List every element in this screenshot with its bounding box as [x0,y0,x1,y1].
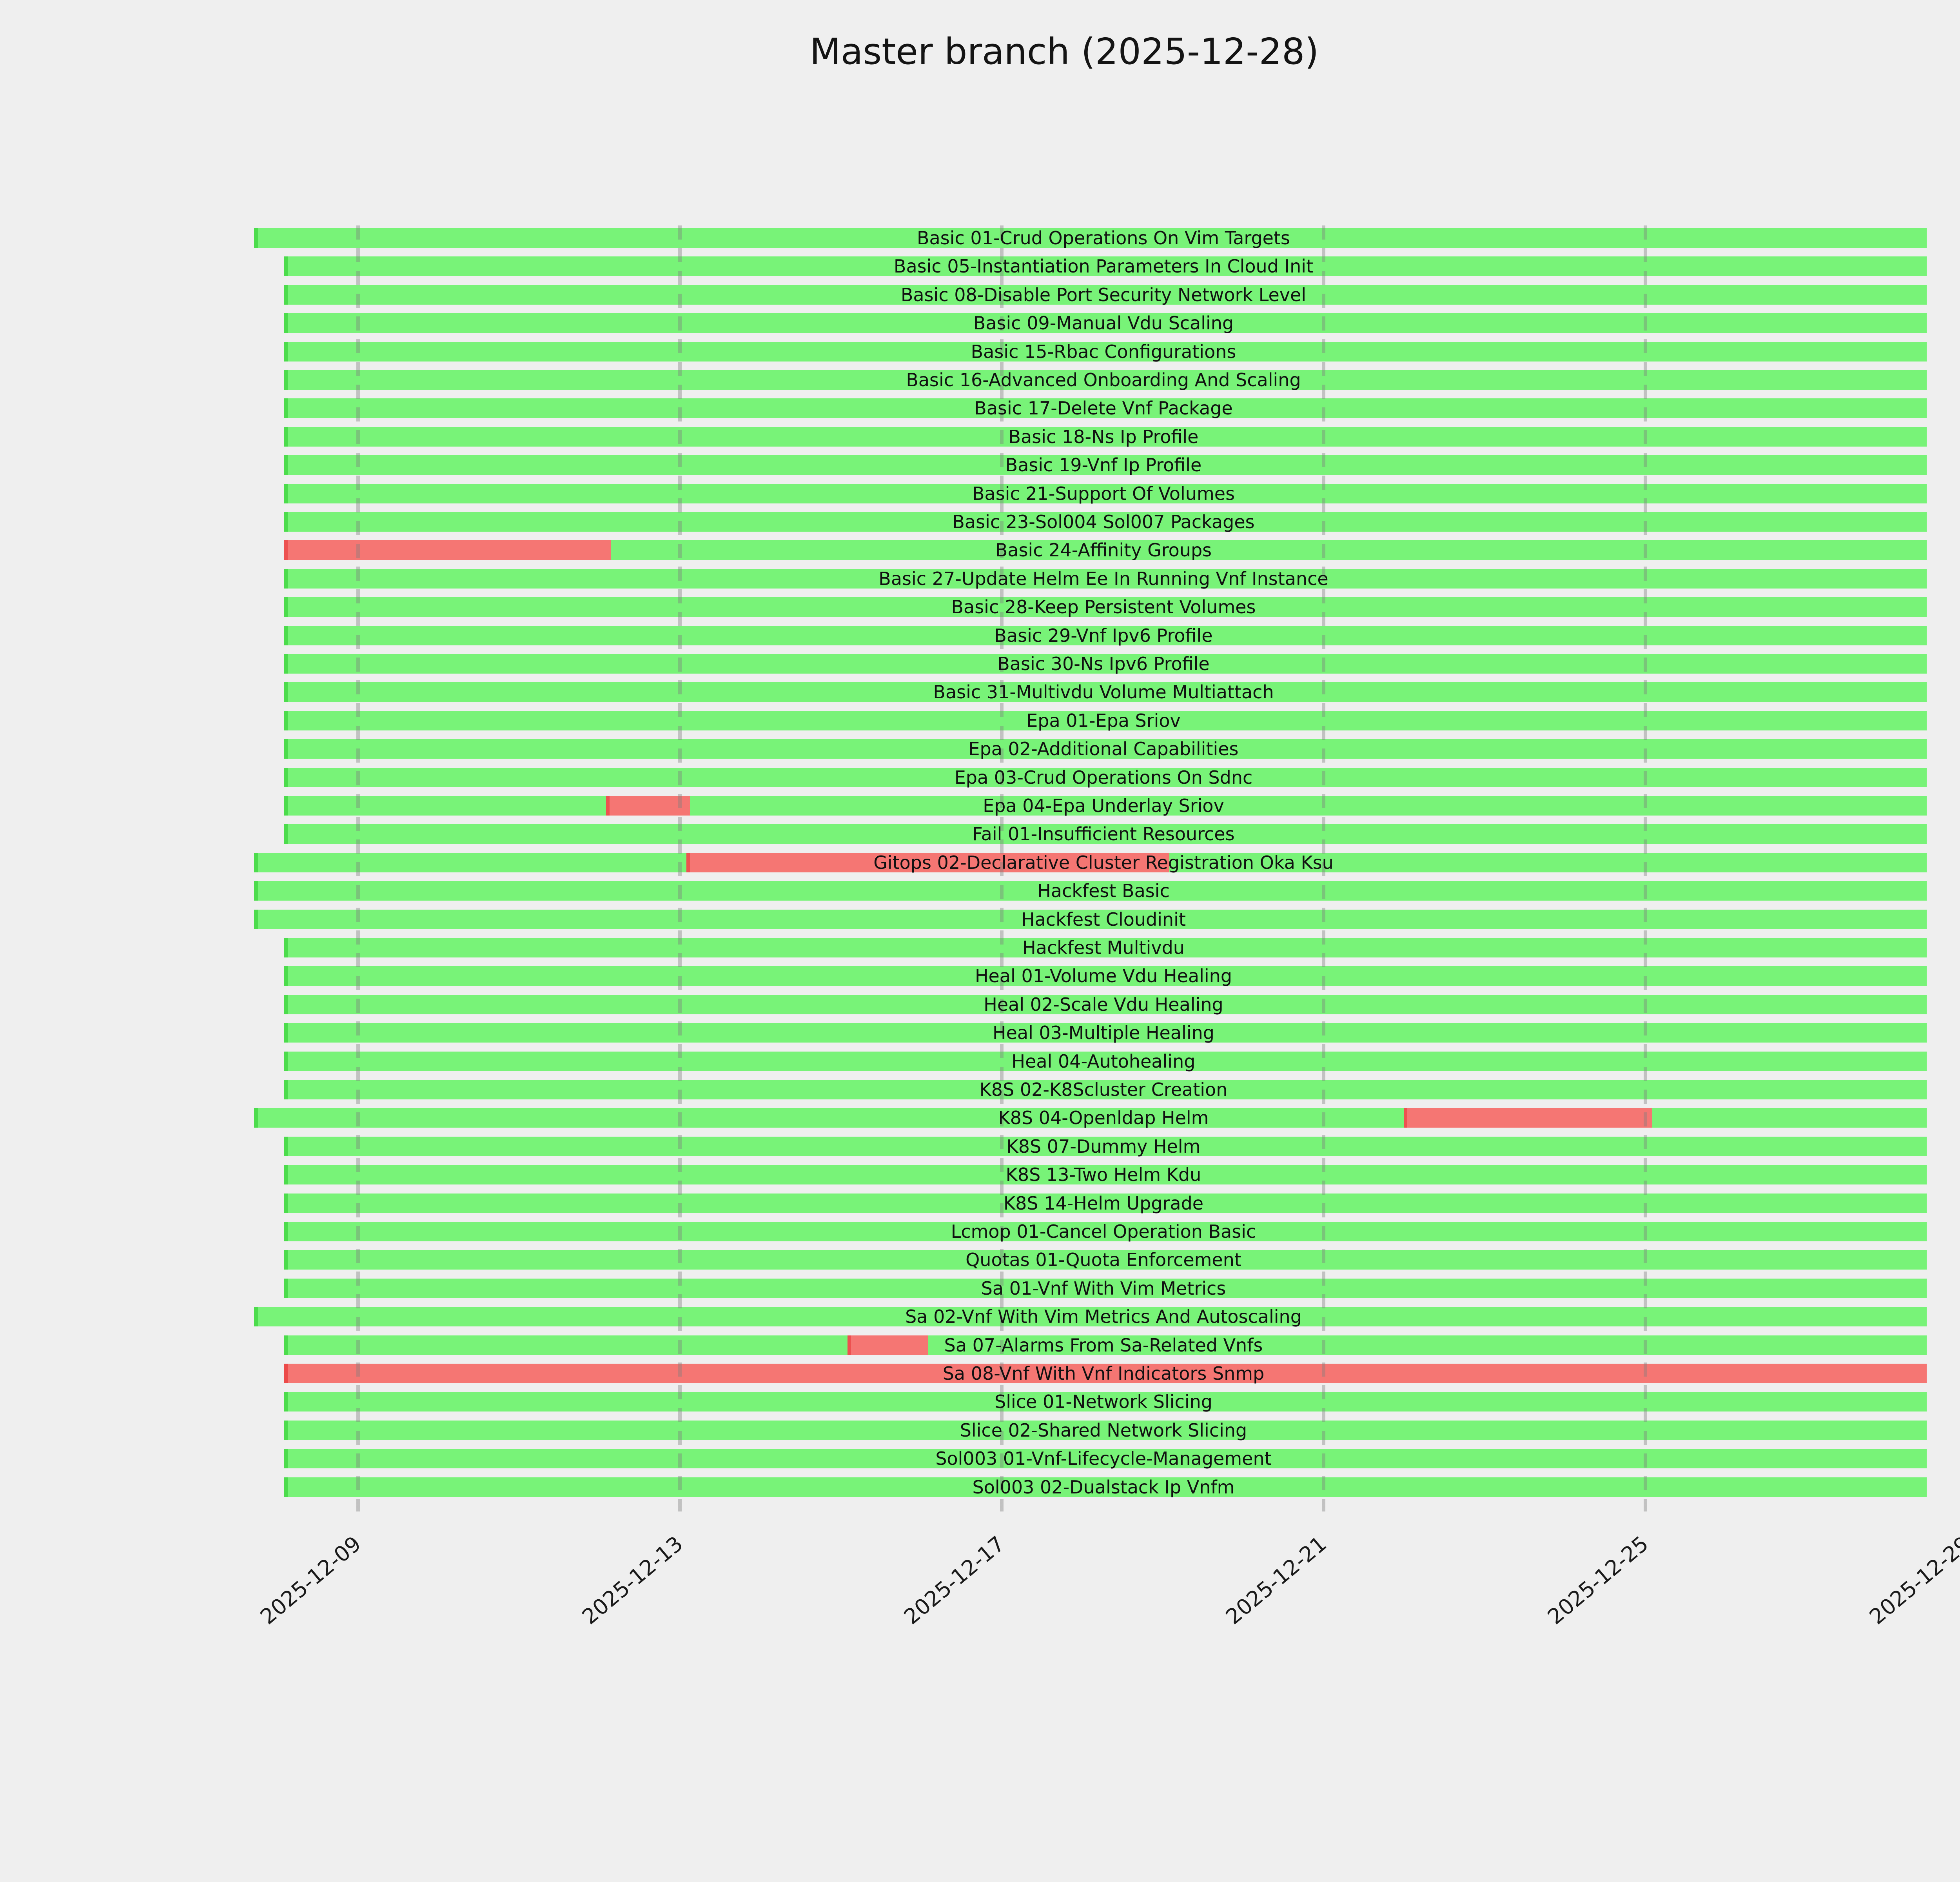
gantt-bar [284,370,1927,390]
gantt-bar [284,1023,1927,1043]
gantt-bar [284,796,1927,816]
fail-segment [1404,1108,1652,1128]
gantt-bar [284,569,1927,589]
gantt-bar [284,1051,1927,1071]
gantt-bar [284,1278,1927,1298]
fail-segment [284,540,611,560]
gantt-bar [254,881,1927,901]
gantt-bar [284,1364,1927,1383]
gantt-bar [284,597,1927,617]
x-tick-label: 2025-12-21 [1221,1531,1331,1629]
gantt-bar [284,1136,1927,1156]
x-tick-label: 2025-12-17 [899,1531,1009,1629]
gantt-bar [284,767,1927,787]
gantt-bar [254,1108,1927,1128]
gantt-bar [284,710,1927,730]
gantt-bar [284,483,1927,503]
gantt-bar [284,966,1927,986]
gantt-bar [284,1449,1927,1469]
gantt-bar [284,625,1927,645]
gantt-bar [284,427,1927,447]
fail-segment [686,852,1169,872]
gantt-bar [284,256,1927,276]
gridline-2025-12-25 [1644,225,1647,1511]
x-tick-label: 2025-12-09 [256,1531,366,1629]
x-tick-label: 2025-12-13 [577,1531,688,1629]
gantt-bar [284,398,1927,418]
gridline-2025-12-09 [356,225,360,1511]
gantt-bar [284,654,1927,674]
gantt-bar [284,824,1927,844]
gantt-bar [284,1420,1927,1440]
gantt-bar [254,1307,1927,1327]
gridline-2025-12-17 [1000,225,1004,1511]
gantt-bar [254,909,1927,929]
chart-title: Master branch (2025-12-28) [809,31,1319,73]
gantt-bar [284,1165,1927,1185]
gantt-bar [284,342,1927,362]
gantt-bar [284,739,1927,759]
gantt-bar [284,1250,1927,1270]
x-tick-label: 2025-12-25 [1543,1531,1653,1629]
gantt-bar [284,994,1927,1014]
gantt-bar [284,1080,1927,1099]
gantt-bar [284,1335,1927,1355]
gantt-bar [284,285,1927,305]
gantt-bar [284,682,1927,702]
gantt-bar [284,1222,1927,1241]
gantt-bar [254,228,1927,248]
gantt-bar [284,1477,1927,1497]
gantt-bar [284,455,1927,475]
gridline-2025-12-21 [1322,225,1325,1511]
gantt-bar [284,1193,1927,1213]
fail-segment [606,796,690,816]
gantt-bar [284,938,1927,957]
fail-segment [847,1335,928,1355]
gridline-2025-12-13 [678,225,682,1511]
gantt-bar [284,313,1927,333]
gantt-bar [284,512,1927,532]
gantt-bar [284,1392,1927,1412]
x-tick-label: 2025-12-29 [1865,1531,1960,1629]
